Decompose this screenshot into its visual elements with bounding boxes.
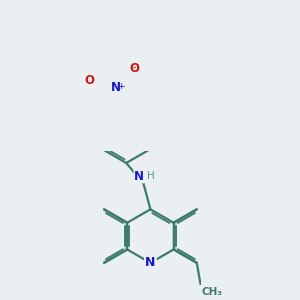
Text: O: O <box>85 74 95 87</box>
Text: N: N <box>145 256 156 269</box>
Text: +: + <box>117 82 124 91</box>
Text: CH₃: CH₃ <box>202 287 223 297</box>
Text: N: N <box>111 81 121 94</box>
Text: O: O <box>130 61 140 74</box>
Text: -: - <box>132 62 136 72</box>
Text: H: H <box>147 171 155 181</box>
Text: N: N <box>134 170 144 183</box>
